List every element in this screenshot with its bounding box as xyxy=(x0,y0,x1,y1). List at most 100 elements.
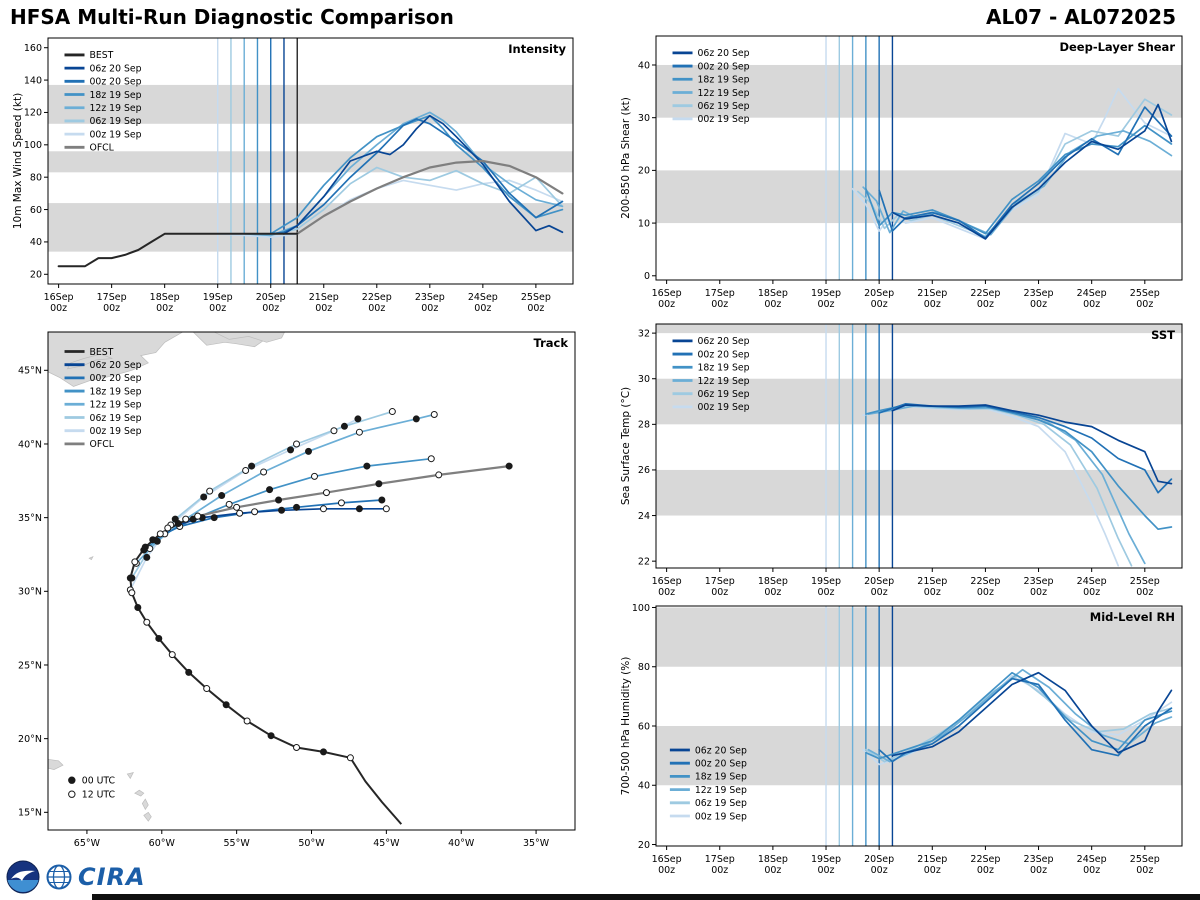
svg-text:60: 60 xyxy=(30,205,42,216)
svg-text:12z 19 Sep: 12z 19 Sep xyxy=(90,400,142,411)
legend: 06z 20 Sep 00z 20 Sep 18z 19 Sep 12z 19 Sep… xyxy=(672,48,750,125)
svg-text:00z 19 Sep: 00z 19 Sep xyxy=(90,426,142,437)
series xyxy=(57,111,564,268)
svg-text:40°W: 40°W xyxy=(448,838,475,849)
svg-text:00z 19 Sep: 00z 19 Sep xyxy=(90,129,142,140)
svg-text:40°N: 40°N xyxy=(18,439,42,450)
svg-text:140: 140 xyxy=(24,75,42,86)
svg-text:25°N: 25°N xyxy=(18,660,42,671)
rh-chart: 20 40 60 80 100 16Sep 00z 17Sep 00z 18Sep 00z 19Sep… xyxy=(620,603,1183,876)
svg-text:65°W: 65°W xyxy=(74,838,101,849)
svg-text:12z 19 Sep: 12z 19 Sep xyxy=(698,376,750,387)
svg-text:Track: Track xyxy=(534,336,569,350)
svg-text:50°W: 50°W xyxy=(298,838,325,849)
svg-text:06z 19 Sep: 06z 19 Sep xyxy=(90,413,142,424)
land xyxy=(48,332,285,822)
svg-text:80: 80 xyxy=(638,662,650,673)
svg-text:30°N: 30°N xyxy=(18,587,42,598)
svg-text:24: 24 xyxy=(638,511,650,522)
init-time-lines xyxy=(825,324,894,568)
svg-text:40: 40 xyxy=(30,237,42,248)
svg-text:60: 60 xyxy=(638,721,650,732)
tracks xyxy=(126,408,513,825)
svg-text:15°N: 15°N xyxy=(18,808,42,819)
svg-text:12 UTC: 12 UTC xyxy=(82,790,115,801)
svg-text:10: 10 xyxy=(638,218,650,229)
svg-text:06z 20 Sep: 06z 20 Sep xyxy=(90,63,142,74)
svg-text:32: 32 xyxy=(638,328,650,339)
svg-text:00z 20 Sep: 00z 20 Sep xyxy=(698,349,750,360)
svg-text:00z 20 Sep: 00z 20 Sep xyxy=(90,77,142,88)
noaa-logo-icon xyxy=(6,860,40,894)
shear-chart: 0 10 20 30 40 16Sep 00z 17Sep 00z 18Sep 00z 19Sep 00… xyxy=(620,35,1183,310)
svg-text:18z 19 Sep: 18z 19 Sep xyxy=(90,386,142,397)
track-chart: 15°N 20°N 25°N 30°N 35°N 40°N 45°N 65°W 60°W 55°W… xyxy=(18,331,576,849)
svg-text:12z 19 Sep: 12z 19 Sep xyxy=(698,88,750,99)
svg-text:700-500 hPa Humidity (%): 700-500 hPa Humidity (%) xyxy=(620,657,632,796)
svg-text:55°W: 55°W xyxy=(224,838,251,849)
svg-text:18z 19 Sep: 18z 19 Sep xyxy=(698,363,750,374)
svg-text:18z 19 Sep: 18z 19 Sep xyxy=(695,772,747,783)
legend: BEST 06z 20 Sep 00z 20 Sep 18z 19 Sep 12z 19… xyxy=(64,50,142,154)
svg-text:BEST: BEST xyxy=(90,50,114,61)
intensity-chart: 20 40 60 80 100 120 140 160 16Sep 00z 17Sep 00z 18Se… xyxy=(12,37,574,314)
svg-text:35°N: 35°N xyxy=(18,513,42,524)
svg-text:06z 19 Sep: 06z 19 Sep xyxy=(90,116,142,127)
intensity-panel: 20 40 60 80 100 120 140 160 16Sep 00z 17Sep 00z 18Se… xyxy=(8,30,583,330)
page-title: HFSA Multi-Run Diagnostic Comparison xyxy=(10,5,454,29)
svg-text:06z 20 Sep: 06z 20 Sep xyxy=(695,745,747,756)
svg-text:Intensity: Intensity xyxy=(508,42,566,56)
svg-text:45°W: 45°W xyxy=(373,838,400,849)
svg-text:Mid-Level RH: Mid-Level RH xyxy=(1090,610,1175,624)
svg-text:200-850 hPa Shear (kt): 200-850 hPa Shear (kt) xyxy=(620,97,632,219)
svg-text:06z 19 Sep: 06z 19 Sep xyxy=(695,798,747,809)
deep-layer-shear-panel: 0 10 20 30 40 16Sep 00z 17Sep 00z 18Sep 00z 19Sep 00… xyxy=(616,26,1194,328)
legend: 06z 20 Sep 00z 20 Sep 18z 19 Sep 12z 19 Sep… xyxy=(669,745,747,822)
svg-text:00 UTC: 00 UTC xyxy=(82,776,115,787)
svg-text:18z 19 Sep: 18z 19 Sep xyxy=(90,90,142,101)
svg-text:00z 19 Sep: 00z 19 Sep xyxy=(695,811,747,822)
svg-text:Sea Surface Temp (°C): Sea Surface Temp (°C) xyxy=(620,387,632,505)
svg-text:160: 160 xyxy=(24,43,42,54)
svg-text:06z 20 Sep: 06z 20 Sep xyxy=(698,336,750,347)
svg-text:06z 19 Sep: 06z 19 Sep xyxy=(698,389,750,400)
svg-text:06z 19 Sep: 06z 19 Sep xyxy=(698,101,750,112)
svg-text:40: 40 xyxy=(638,60,650,71)
svg-text:35°W: 35°W xyxy=(523,838,550,849)
sst-panel: 22 24 26 28 30 32 16Sep 00z 17Sep 00z 18Sep 00z 19Se… xyxy=(616,316,1194,612)
svg-text:30: 30 xyxy=(638,374,650,385)
svg-text:20: 20 xyxy=(638,840,650,851)
svg-text:00z 19 Sep: 00z 19 Sep xyxy=(698,114,750,125)
init-time-lines xyxy=(825,36,894,280)
series xyxy=(851,87,1173,240)
svg-text:06z 20 Sep: 06z 20 Sep xyxy=(698,48,750,59)
svg-text:0: 0 xyxy=(644,271,650,282)
legend: BEST 06z 20 Sep 00z 20 Sep 18z 19 Sep 12z 19… xyxy=(64,347,142,450)
series xyxy=(862,668,1173,766)
svg-text:22: 22 xyxy=(638,556,650,567)
category-bands xyxy=(656,607,1182,786)
svg-text:OFCL: OFCL xyxy=(90,439,115,450)
